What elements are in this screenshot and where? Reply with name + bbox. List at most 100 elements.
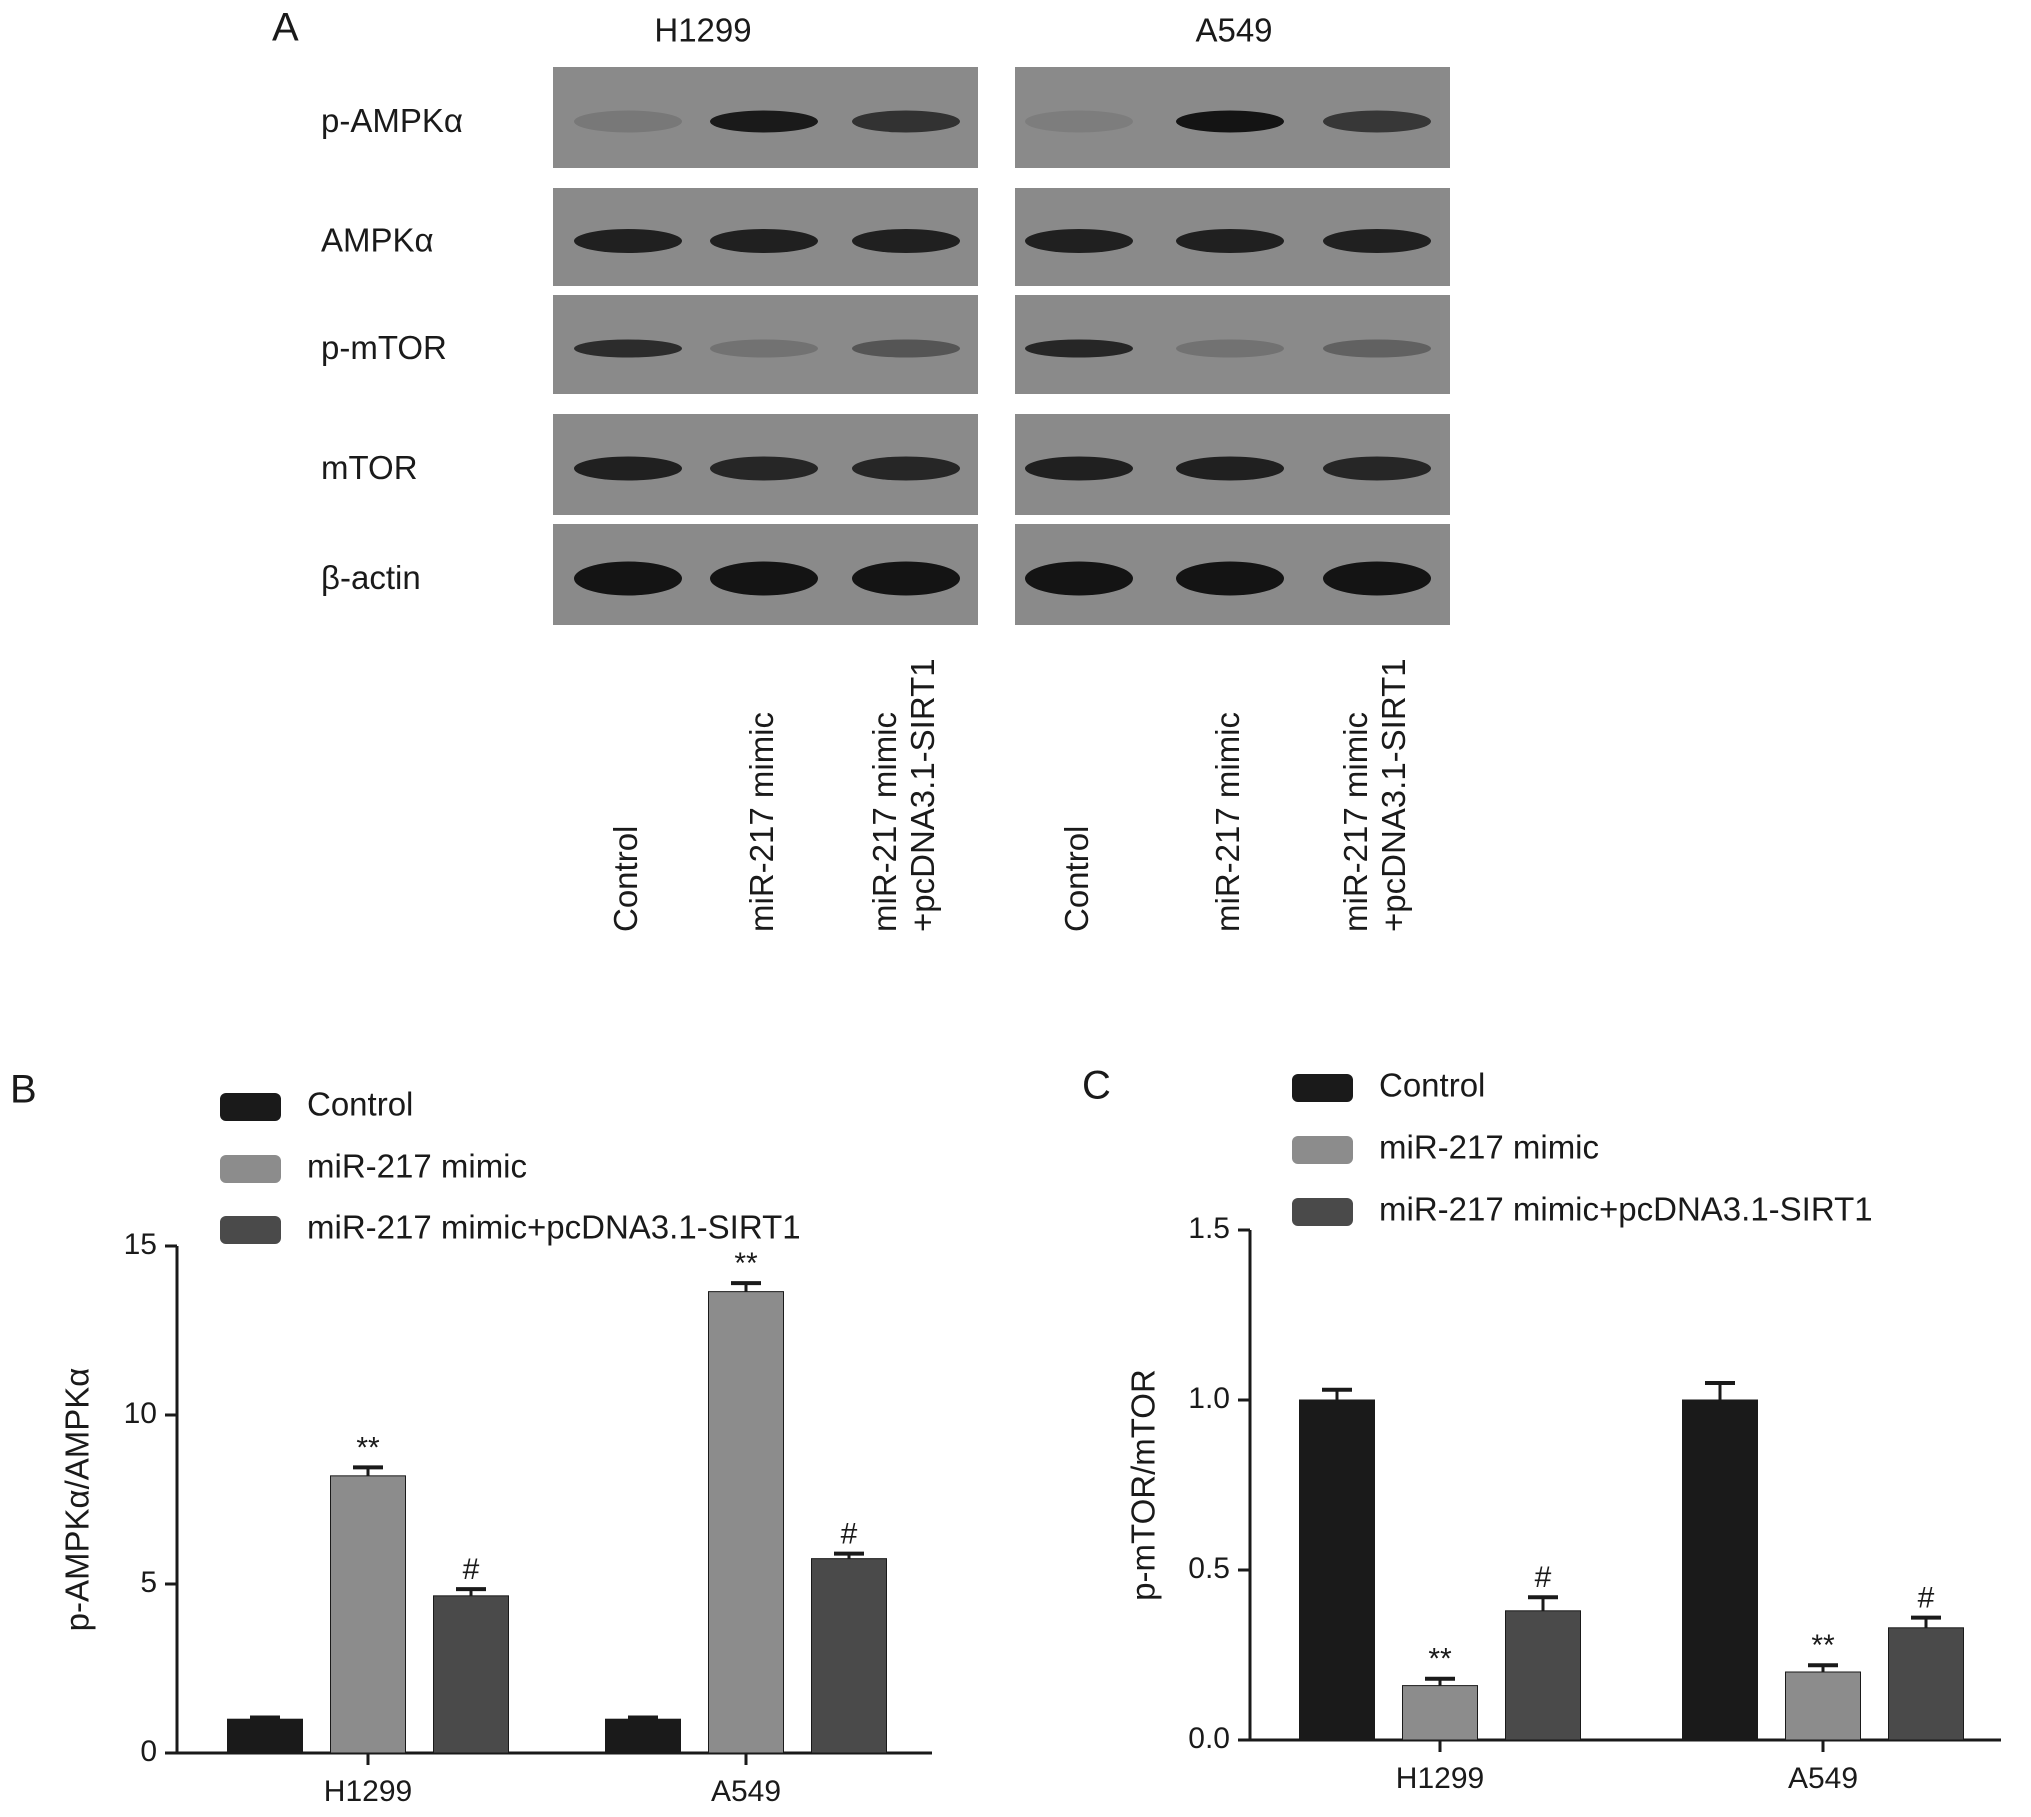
legend-label: Control <box>307 1086 413 1123</box>
blot-band <box>1025 561 1133 596</box>
blot-band <box>1176 229 1284 253</box>
cell-line-label: H1299 <box>654 12 751 49</box>
blot-band <box>710 229 818 253</box>
blot-band <box>1323 456 1431 481</box>
lane-label-line: +pcDNA3.1-SIRT1 <box>904 658 941 932</box>
significance-label: ** <box>356 1431 380 1464</box>
y-axis-label: p-mTOR/mTOR <box>1125 1369 1162 1601</box>
bar <box>811 1558 887 1754</box>
bar <box>1682 1399 1758 1741</box>
x-tick-label: A549 <box>1788 1762 1858 1795</box>
protein-label: β-actin <box>321 559 421 596</box>
bar <box>1888 1627 1964 1741</box>
y-tick-label: 10 <box>124 1397 157 1430</box>
blot-band <box>574 110 682 133</box>
lane-label: miR-217 mimic+pcDNA3.1-SIRT1 <box>1337 658 1412 932</box>
bar <box>227 1718 303 1754</box>
bar <box>1785 1671 1861 1741</box>
y-tick-label: 0.0 <box>1188 1722 1230 1755</box>
protein-label: mTOR <box>321 449 418 486</box>
lane-label: miR-217 mimic+pcDNA3.1-SIRT1 <box>866 658 941 932</box>
bar <box>1299 1399 1375 1741</box>
blot-band <box>574 229 682 253</box>
lane-label-line: miR-217 mimic <box>743 712 780 932</box>
legend-label: miR-217 mimic+pcDNA3.1-SIRT1 <box>307 1209 801 1246</box>
blot-band <box>710 456 818 481</box>
blot-band <box>1025 339 1133 358</box>
significance-label: ** <box>1428 1643 1452 1676</box>
blot-band <box>574 561 682 596</box>
blot-band <box>852 561 960 596</box>
blot-band <box>852 110 960 133</box>
significance-label: ** <box>1811 1629 1835 1662</box>
legend-swatch <box>220 1155 281 1183</box>
blot-band <box>1025 456 1133 481</box>
protein-label: AMPKα <box>321 222 434 259</box>
x-tick-label: H1299 <box>1396 1762 1484 1795</box>
legend-swatch <box>1292 1198 1353 1226</box>
significance-label: # <box>1918 1582 1935 1615</box>
legend-label: miR-217 mimic <box>307 1148 527 1185</box>
y-axis-label: p-AMPKα/AMPKα <box>59 1368 96 1632</box>
legend-label: Control <box>1379 1067 1485 1104</box>
y-tick-label: 0.5 <box>1188 1552 1230 1585</box>
y-tick-label: 1.0 <box>1188 1382 1230 1415</box>
bar <box>605 1718 681 1754</box>
lane-label-line: miR-217 mimic <box>866 712 903 932</box>
blot-band <box>1176 110 1284 133</box>
blot-band <box>710 339 818 358</box>
y-tick-label: 0 <box>140 1735 157 1768</box>
legend-label: miR-217 mimic+pcDNA3.1-SIRT1 <box>1379 1191 1873 1228</box>
x-tick-label: H1299 <box>324 1775 412 1808</box>
legend-swatch <box>1292 1074 1353 1102</box>
significance-label: # <box>841 1518 858 1551</box>
bar <box>1402 1685 1478 1741</box>
blot-band <box>1025 229 1133 253</box>
lane-label-line: Control <box>1058 826 1095 932</box>
y-tick-label: 1.5 <box>1188 1212 1230 1245</box>
significance-label: # <box>463 1553 480 1586</box>
blot-band <box>1323 229 1431 253</box>
blot-band <box>1176 561 1284 596</box>
lane-label: Control <box>607 826 644 932</box>
lane-label-line: miR-217 mimic <box>1209 712 1246 932</box>
bar <box>708 1291 784 1754</box>
blot-band <box>1323 110 1431 133</box>
y-tick-label: 15 <box>124 1228 157 1261</box>
cell-line-label: A549 <box>1195 12 1272 49</box>
lane-label-line: Control <box>607 826 644 932</box>
significance-label: ** <box>734 1247 758 1280</box>
blot-band <box>852 456 960 481</box>
blot-band <box>710 561 818 596</box>
legend-swatch <box>220 1093 281 1121</box>
panel-label: B <box>10 1068 37 1112</box>
protein-label: p-mTOR <box>321 329 447 366</box>
protein-label: p-AMPKα <box>321 102 463 139</box>
legend-swatch <box>1292 1136 1353 1164</box>
x-tick-label: A549 <box>711 1775 781 1808</box>
lane-label: Control <box>1058 826 1095 932</box>
blot-band <box>1323 339 1431 358</box>
panel-label: C <box>1082 1064 1111 1108</box>
blot-band <box>1323 561 1431 596</box>
legend-label: miR-217 mimic <box>1379 1129 1599 1166</box>
bar <box>433 1595 509 1754</box>
legend-swatch <box>220 1216 281 1244</box>
panel-label: A <box>272 6 299 50</box>
lane-label: miR-217 mimic <box>1209 712 1246 932</box>
blot-band <box>710 110 818 133</box>
blot-band <box>574 456 682 481</box>
blot-band <box>1176 456 1284 481</box>
significance-label: # <box>1535 1561 1552 1594</box>
blot-band <box>852 339 960 358</box>
bar <box>1505 1610 1581 1741</box>
lane-label-line: miR-217 mimic <box>1337 712 1374 932</box>
lane-label: miR-217 mimic <box>743 712 780 932</box>
y-tick-label: 5 <box>140 1566 157 1599</box>
blot-band <box>852 229 960 253</box>
blot-band <box>574 339 682 358</box>
blot-band <box>1025 110 1133 133</box>
blot-band <box>1176 339 1284 358</box>
bar <box>330 1475 406 1754</box>
